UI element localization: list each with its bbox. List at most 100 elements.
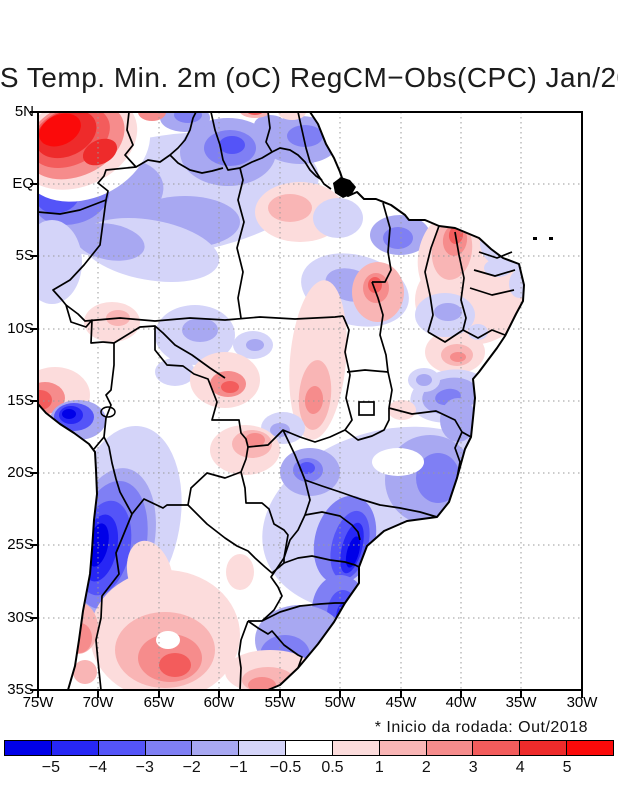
- colorbar-cell: [378, 740, 427, 756]
- colorbar-tick-label: 3: [468, 759, 478, 776]
- colorbar-tick-label: −4: [88, 759, 107, 776]
- island-dot: [549, 237, 553, 240]
- anomaly-blob: [246, 339, 264, 351]
- colorbar-cell: [285, 740, 333, 756]
- political-border: [473, 269, 516, 277]
- colorbar-tick-label: 0.5: [321, 759, 344, 776]
- lon-tick-label: 50W: [324, 694, 356, 711]
- political-border: [387, 371, 393, 409]
- colorbar-cell: [191, 740, 240, 756]
- political-border: [304, 511, 361, 541]
- political-border: [135, 111, 197, 168]
- colorbar-tick-label: −0.5: [269, 759, 302, 776]
- political-border: [238, 620, 249, 691]
- colorbar: [4, 740, 614, 756]
- lat-tick-label: 15S: [7, 392, 34, 409]
- political-border: [236, 167, 245, 319]
- anomaly-blob: [270, 423, 290, 437]
- political-border: [346, 369, 389, 373]
- colorbar-cell: [331, 740, 380, 756]
- anomaly-blob: [38, 390, 52, 410]
- lat-tick-label: 25S: [7, 536, 34, 553]
- anomaly-blob: [313, 198, 363, 238]
- political-border: [187, 471, 242, 506]
- lon-tick-label: 65W: [143, 694, 175, 711]
- anomaly-blob: [62, 409, 76, 419]
- anomaly-blob: [450, 352, 466, 362]
- anomaly-blob: [372, 448, 424, 476]
- anomaly-blob: [434, 303, 462, 321]
- lon-tick-label: 30W: [566, 694, 598, 711]
- colorbar-tick-label: −2: [182, 759, 201, 776]
- political-border: [247, 620, 303, 669]
- political-border: [210, 111, 323, 181]
- political-border: [103, 343, 115, 438]
- distrito-federal-outline: [358, 401, 375, 416]
- political-border: [52, 199, 107, 344]
- lat-tick-label: 35S: [7, 681, 34, 698]
- anomaly-blob: [126, 540, 174, 610]
- political-border: [102, 325, 249, 473]
- colorbar-cell: [4, 740, 52, 756]
- political-border: [247, 429, 346, 448]
- colorbar-tick-label: −3: [135, 759, 154, 776]
- lon-tick-label: 75W: [22, 694, 54, 711]
- political-border: [93, 436, 105, 450]
- anomaly-blob: [246, 112, 264, 115]
- anomaly-blob: [138, 112, 166, 121]
- amazon-delta-island: [333, 177, 356, 198]
- colorbar-tick-label: −1: [229, 759, 248, 776]
- anomaly-blob: [416, 453, 460, 503]
- colorbar-cell: [425, 740, 474, 756]
- political-border: [265, 111, 273, 153]
- colorbar-tick-label: −5: [41, 759, 61, 776]
- political-border: [344, 408, 390, 441]
- anomaly-blob: [268, 194, 312, 222]
- anomaly-blob: [341, 611, 351, 629]
- political-border: [454, 231, 467, 331]
- coastline: [37, 403, 98, 691]
- anomaly-blob: [499, 298, 524, 322]
- anomaly-blob: [304, 386, 324, 414]
- anomaly-blob: [155, 358, 195, 386]
- anomaly-blob: [299, 462, 315, 474]
- lat-tick-label: 5N: [14, 103, 34, 120]
- colorbar-cell: [97, 740, 146, 756]
- bias-field: [38, 112, 524, 690]
- lon-tick-label: 35W: [505, 694, 537, 711]
- lon-tick-label: 70W: [82, 694, 114, 711]
- political-border: [454, 431, 463, 479]
- colorbar-cell: [144, 740, 193, 756]
- political-border: [103, 436, 133, 515]
- political-border: [427, 329, 506, 343]
- anomaly-blob: [388, 400, 416, 420]
- political-border: [424, 225, 440, 333]
- anomaly-blob: [440, 398, 476, 442]
- political-border: [37, 111, 137, 215]
- political-border: [283, 555, 360, 568]
- colorbar-cell: [566, 740, 614, 756]
- political-border: [478, 251, 513, 259]
- anomaly-blob: [174, 112, 202, 123]
- island-dot: [533, 237, 537, 240]
- anomaly-blob: [287, 125, 323, 147]
- anomaly-blob: [480, 360, 524, 396]
- political-border: [154, 325, 226, 379]
- anomaly-blob: [509, 270, 524, 298]
- lake-titicaca-outline: [100, 406, 116, 418]
- anomaly-blob: [39, 113, 81, 147]
- lon-tick-label: 40W: [445, 694, 477, 711]
- lat-tick-label: EQ: [12, 175, 34, 192]
- political-border: [469, 287, 515, 296]
- anomaly-blob: [156, 631, 180, 649]
- lat-tick-label: 30S: [7, 609, 34, 626]
- political-border: [342, 315, 353, 431]
- colorbar-cell: [238, 740, 287, 756]
- anomaly-blob: [75, 223, 145, 261]
- political-border: [261, 602, 345, 622]
- anomaly-blob: [182, 318, 218, 342]
- lon-tick-label: 45W: [385, 694, 417, 711]
- page-title: BIAS Temp. Min. 2m (oC) RegCM−Obs(CPC) J…: [0, 62, 618, 93]
